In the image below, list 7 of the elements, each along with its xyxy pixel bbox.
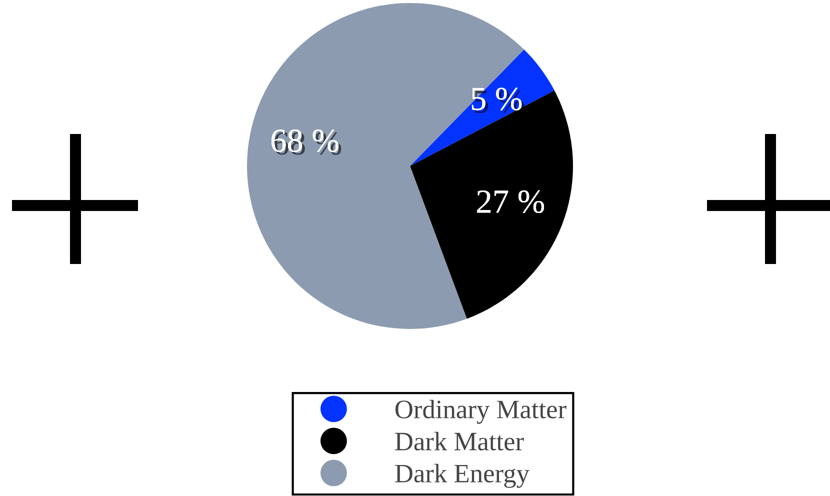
data-label: 5 %: [472, 88, 524, 114]
data-label: 27 %: [477, 190, 547, 216]
data-label: 68 %: [271, 129, 342, 155]
legend-label: Dark Matter: [395, 432, 524, 450]
pie-slice: [410, 50, 554, 166]
legend-label: Ordinary Matter: [395, 400, 566, 424]
legend-label: Dark Energy: [395, 464, 530, 488]
